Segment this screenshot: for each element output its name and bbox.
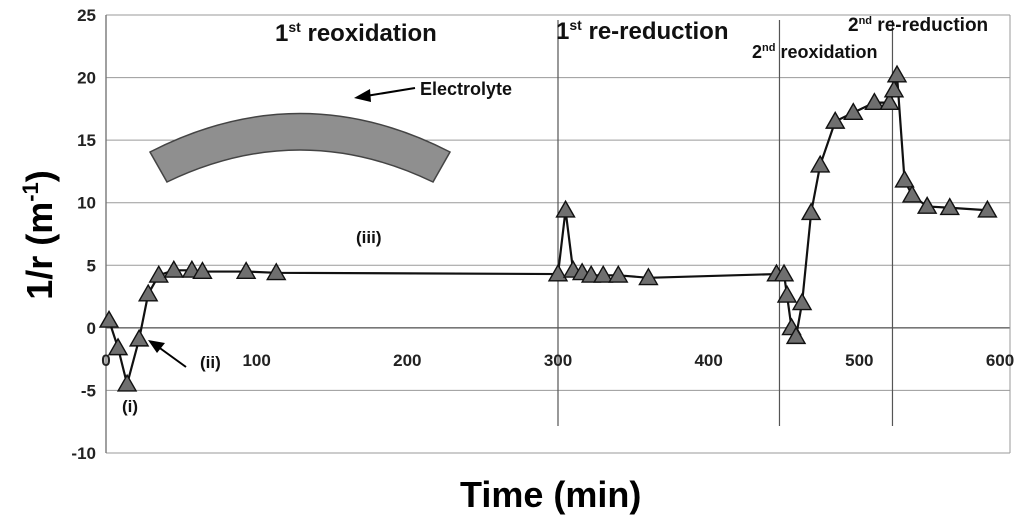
annotation-reoxidation-2: 2nd reoxidation	[752, 42, 877, 62]
x-tick-label: 200	[393, 351, 421, 370]
electrolyte-arrow	[354, 87, 416, 102]
data-point-triangle	[608, 264, 629, 283]
y-tick-label: 15	[77, 131, 96, 150]
x-tick-labels: 0 100 200 300 400 500 600	[101, 351, 1014, 370]
y-tick-label: 5	[87, 256, 96, 275]
data-point-triangle	[809, 154, 831, 173]
data-point-triangle	[266, 262, 287, 281]
x-tick-label: 500	[845, 351, 873, 370]
x-tick-label: 100	[242, 351, 270, 370]
y-axis-title: 1/r (m-1)	[18, 170, 60, 300]
data-point-triangle	[883, 79, 905, 98]
svg-text:1/r (m-1): 1/r (m-1)	[18, 170, 60, 300]
y-tick-label: -10	[71, 444, 96, 463]
y-tick-label: 10	[77, 194, 96, 213]
data-point-triangle	[98, 309, 120, 328]
annotation-re-reduction-1: 1st re-reduction	[556, 17, 729, 45]
data-point-triangle	[547, 263, 569, 282]
x-axis-title: Time (min)	[460, 474, 641, 515]
annotation-i: (i)	[122, 397, 138, 416]
y-tick-labels: 25 20 15 10 5 0 -5 -10	[71, 6, 96, 463]
data-point-triangle	[638, 267, 659, 286]
data-point-triangle	[886, 64, 908, 83]
phase-dividers	[557, 20, 894, 426]
data-point-triangle	[137, 283, 159, 302]
data-point-triangle	[901, 184, 923, 203]
x-tick-label: 300	[544, 351, 572, 370]
annotation-electrolyte: Electrolyte	[420, 79, 512, 99]
data-point-triangle	[785, 326, 807, 345]
data-point-triangle	[879, 92, 900, 111]
y-tick-label: 20	[77, 69, 96, 88]
annotation-iii: (iii)	[356, 228, 382, 247]
annotation-reoxidation-1: 1st reoxidation	[275, 19, 437, 47]
y-tick-label: 0	[87, 319, 96, 338]
data-point-triangle	[843, 102, 864, 121]
data-point-triangle	[800, 202, 822, 221]
annotation-ii: (ii)	[200, 353, 221, 372]
ii-arrow	[148, 340, 187, 368]
y-tick-label: -5	[81, 381, 96, 400]
data-point-triangle	[825, 110, 846, 129]
x-tick-label: 400	[694, 351, 722, 370]
x-tick-label: 0	[101, 351, 110, 370]
data-point-triangle	[894, 169, 915, 188]
x-tick-label: 600	[986, 351, 1014, 370]
series-markers	[98, 64, 998, 392]
data-point-triangle	[107, 337, 129, 356]
data-point-triangle	[773, 263, 795, 282]
data-point-triangle	[977, 199, 998, 218]
data-point-triangle	[148, 264, 169, 283]
data-point-triangle	[235, 261, 257, 279]
data-point-triangle	[128, 328, 150, 347]
data-point-triangle	[916, 196, 938, 214]
data-point-triangle	[864, 92, 885, 111]
annotation-re-reduction-2: 2nd re-reduction	[848, 15, 988, 36]
data-point-triangle	[939, 197, 960, 216]
data-point-triangle	[791, 292, 813, 311]
data-point-triangle	[555, 199, 576, 218]
data-point-triangle	[776, 284, 798, 303]
electrolyte-arc-illustration	[148, 112, 452, 183]
data-point-triangle	[163, 259, 185, 278]
data-point-triangle	[592, 264, 614, 283]
y-tick-label: 25	[77, 6, 96, 25]
data-point-triangle	[116, 373, 138, 392]
data-point-triangle	[192, 261, 213, 279]
